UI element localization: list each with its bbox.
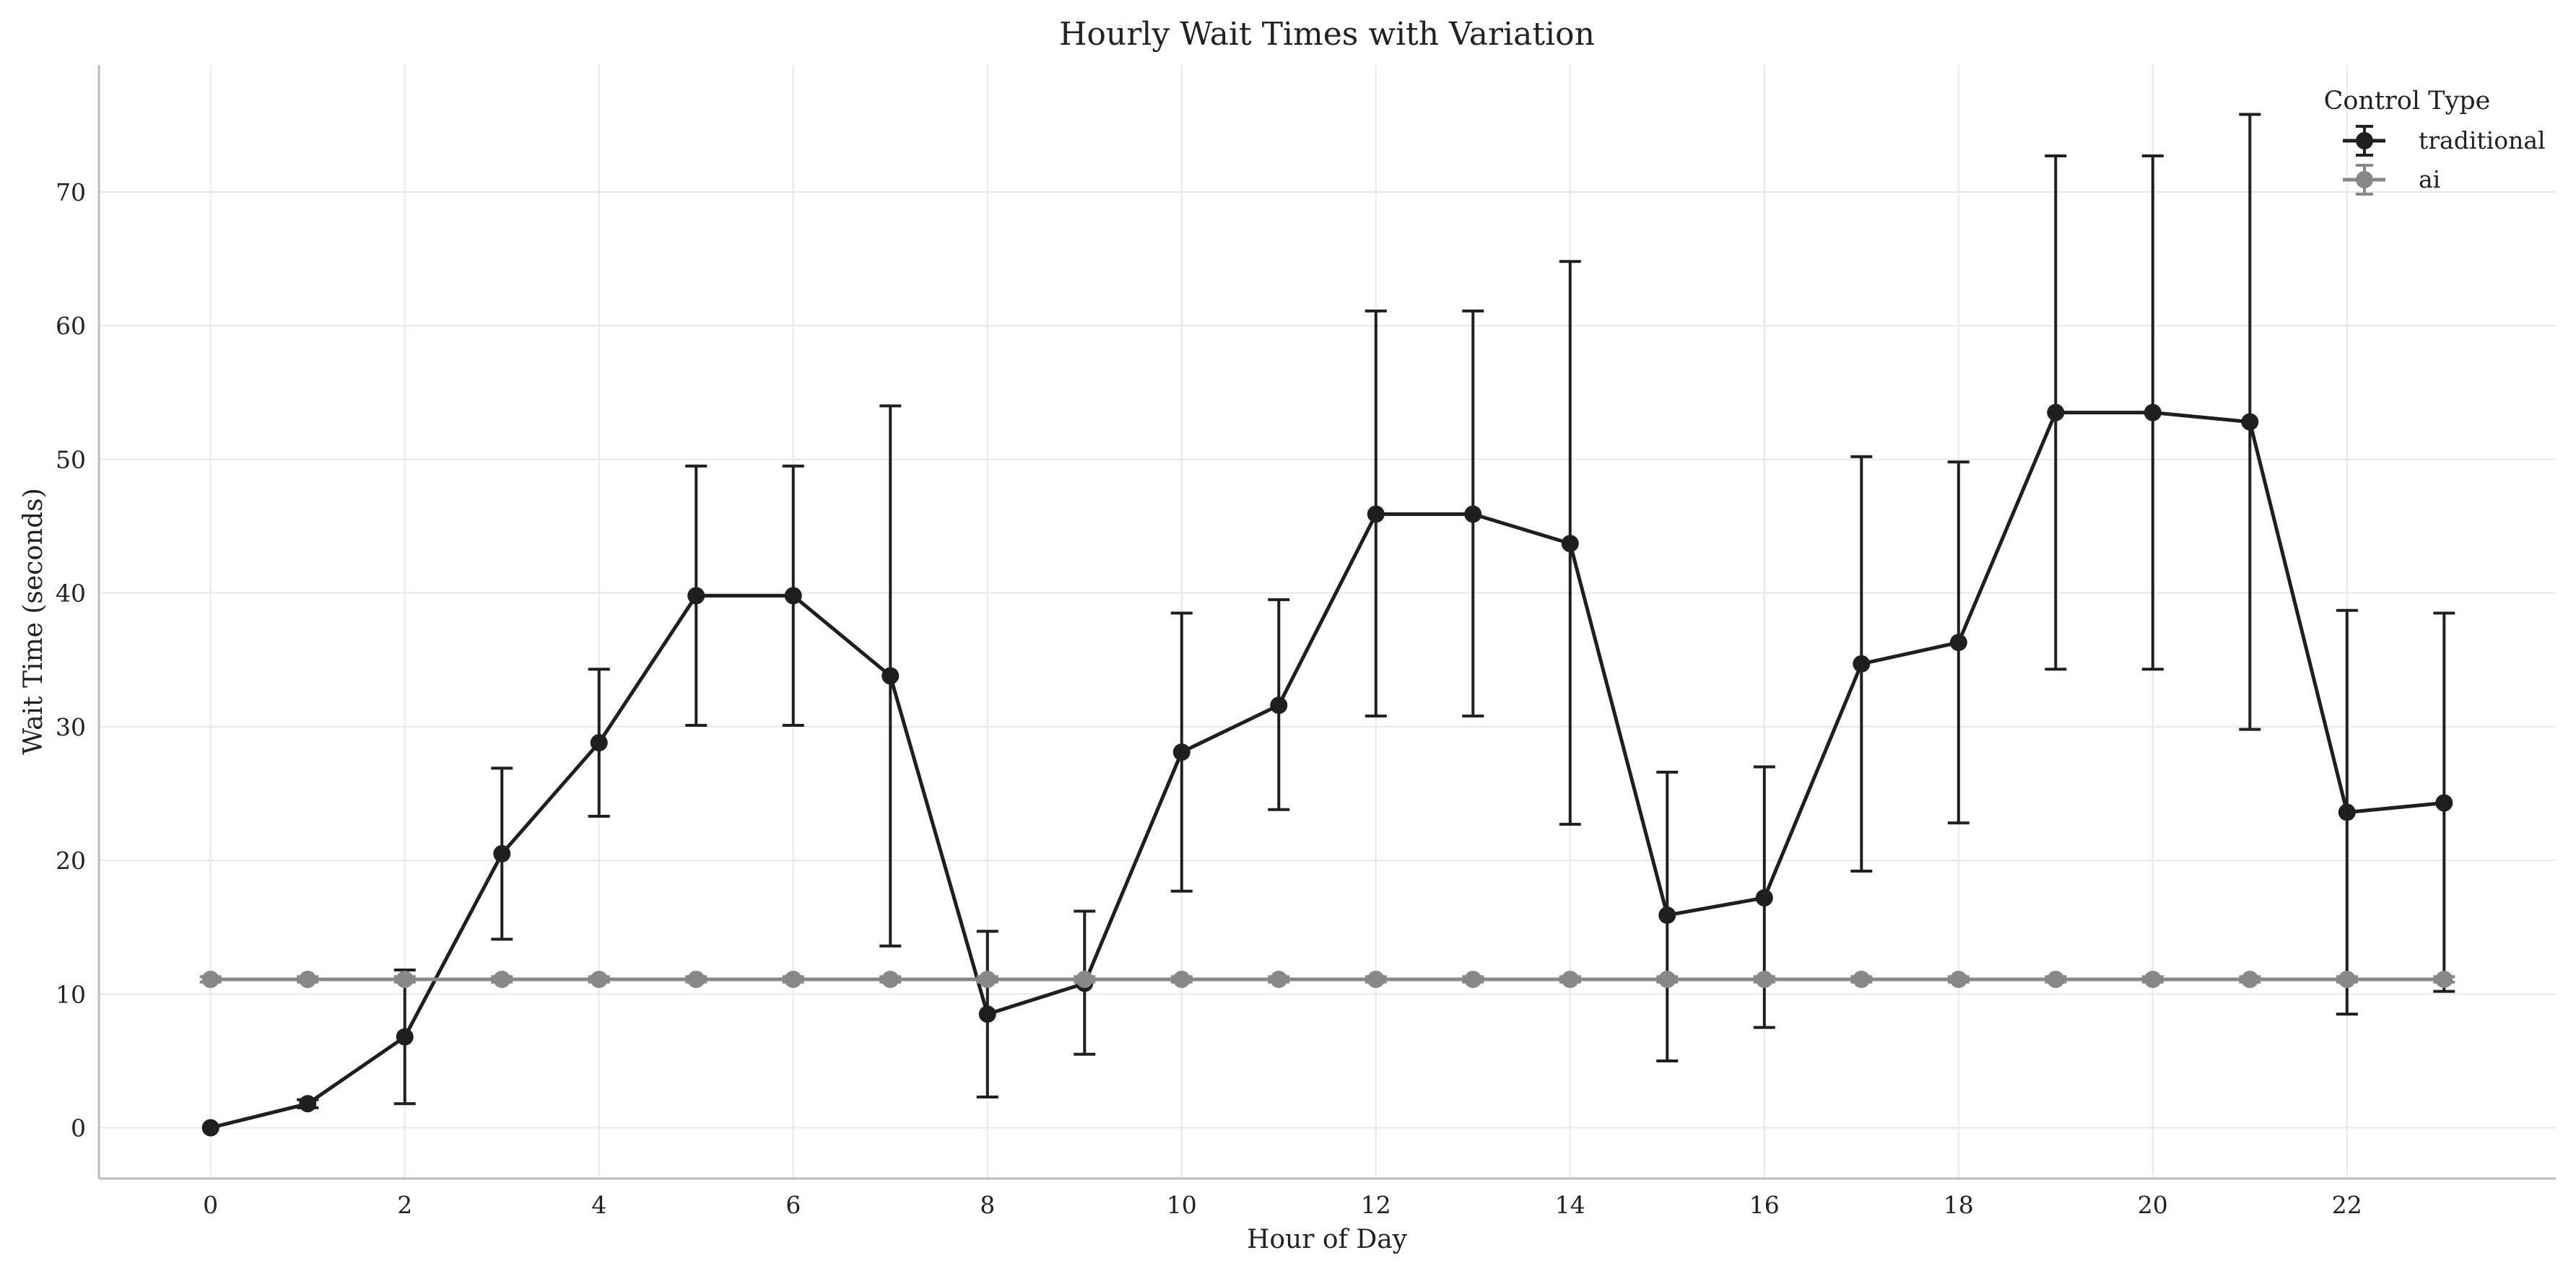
data-point-ai	[1076, 971, 1094, 989]
x-tick-label: 8	[980, 1191, 995, 1219]
data-point-traditional	[2435, 794, 2453, 812]
y-tick-label: 70	[56, 178, 86, 206]
data-point-ai	[299, 971, 317, 989]
y-tick-label: 0	[71, 1114, 86, 1142]
x-tick-label: 12	[1361, 1191, 1391, 1219]
data-point-ai	[882, 971, 900, 989]
data-point-ai	[2435, 971, 2453, 989]
data-point-traditional	[2047, 403, 2065, 421]
data-point-ai	[2047, 971, 2065, 989]
y-tick-label: 30	[56, 713, 86, 741]
legend: Control Type traditional ai	[2324, 87, 2546, 196]
legend-marker-ai	[2343, 164, 2385, 196]
data-point-traditional	[1949, 634, 1967, 652]
data-point-traditional	[1270, 696, 1288, 715]
data-point-traditional	[299, 1095, 317, 1113]
data-point-ai	[493, 971, 511, 989]
y-tick-label: 20	[56, 847, 86, 875]
legend-item-ai: ai	[2343, 164, 2440, 196]
legend-label-traditional: traditional	[2419, 126, 2546, 154]
x-tick-label: 10	[1167, 1191, 1197, 1219]
data-point-traditional	[590, 734, 608, 752]
y-tick-label: 50	[56, 445, 86, 473]
data-point-traditional	[1464, 505, 1482, 523]
data-point-traditional	[2338, 803, 2356, 821]
data-point-ai	[1561, 971, 1579, 989]
series-ai	[199, 971, 2455, 989]
axes	[97, 65, 2556, 1180]
data-point-ai	[2241, 971, 2259, 989]
data-point-traditional	[882, 667, 900, 685]
x-tick-label: 0	[203, 1191, 218, 1219]
x-tick-label: 6	[786, 1191, 801, 1219]
x-tick-label: 22	[2332, 1191, 2362, 1219]
data-point-ai	[201, 971, 219, 989]
data-point-traditional	[1755, 889, 1773, 907]
data-point-traditional	[978, 1005, 996, 1023]
x-tick-label: 16	[1749, 1191, 1780, 1219]
legend-label-ai: ai	[2419, 165, 2440, 193]
x-tick-label: 20	[2138, 1191, 2168, 1219]
data-point-traditional	[1658, 906, 1676, 925]
x-axis-label: Hour of Day	[1247, 1225, 1408, 1254]
chart-title: Hourly Wait Times with Variation	[1059, 16, 1595, 53]
data-point-ai	[1172, 971, 1191, 989]
tick-labels: 0 2 4 6 8 10 12 14 16 18 20 22 0 10 20 30 40 50 60 70	[56, 178, 2362, 1219]
data-point-traditional	[1367, 505, 1385, 523]
data-point-traditional	[2144, 403, 2162, 421]
data-point-ai	[2144, 971, 2162, 989]
data-point-ai	[1755, 971, 1773, 989]
x-tick-label: 14	[1555, 1191, 1585, 1219]
data-point-ai	[396, 971, 414, 989]
x-tick-label: 2	[397, 1191, 412, 1219]
data-point-ai	[784, 971, 802, 989]
data-point-ai	[687, 971, 705, 989]
data-point-ai	[1367, 971, 1385, 989]
y-tick-label: 10	[56, 980, 86, 1008]
data-point-traditional	[2241, 413, 2259, 431]
x-tick-label: 4	[591, 1191, 606, 1219]
data-point-traditional	[784, 587, 802, 605]
x-tick-label: 18	[1944, 1191, 1974, 1219]
data-point-ai	[1270, 971, 1288, 989]
legend-item-traditional: traditional	[2343, 125, 2546, 157]
data-point-ai	[1464, 971, 1482, 989]
series-line-traditional	[210, 411, 2445, 1130]
data-point-ai	[1949, 971, 1967, 989]
data-point-traditional	[493, 844, 511, 862]
data-point-ai	[590, 971, 608, 989]
data-point-traditional	[396, 1028, 414, 1046]
data-point-ai	[1658, 971, 1676, 989]
y-tick-label: 40	[56, 580, 86, 608]
data-point-ai	[2338, 971, 2356, 989]
data-point-traditional	[687, 587, 705, 605]
series	[199, 113, 2455, 1137]
data-point-ai	[1853, 971, 1871, 989]
data-point-traditional	[1172, 743, 1191, 761]
legend-title: Control Type	[2324, 87, 2491, 115]
y-tick-label: 60	[56, 312, 86, 340]
data-point-traditional	[1561, 535, 1579, 553]
legend-marker-traditional	[2343, 125, 2385, 157]
data-point-traditional	[1853, 655, 1871, 673]
y-axis-label: Wait Time (seconds)	[19, 488, 48, 755]
data-point-ai	[978, 971, 996, 989]
data-point-traditional	[201, 1119, 219, 1137]
